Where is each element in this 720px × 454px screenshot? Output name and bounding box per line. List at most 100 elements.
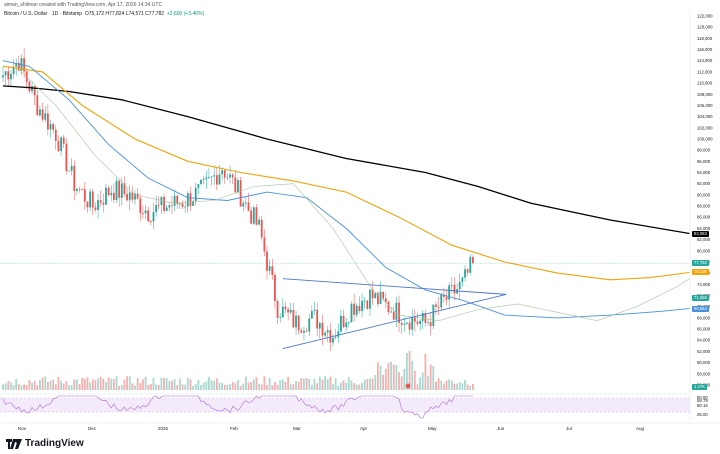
volume-bar [292,384,295,390]
volume-bar [403,368,406,390]
volume-bar [250,381,253,390]
candle [70,165,73,171]
candle [200,179,202,185]
price-axis-label: 66,000 [697,327,711,332]
volume-bar [46,381,49,390]
volume-bar [2,384,4,390]
price-axis-label: 122,000 [697,14,713,19]
volume-bar [448,379,451,390]
candle [10,73,12,80]
candle [134,193,136,200]
price-axis-label: 110,000 [697,81,713,86]
candle [94,207,97,210]
price-tag: 77,782 [692,260,709,267]
candle [247,202,250,211]
time-axis-label: May [428,426,437,431]
symbol-name[interactable]: Bitcoin / U.S. Dollar · 1D · Bitstamp [4,11,83,17]
candle [244,202,247,204]
time-axis-label: 2026 [158,426,169,431]
volume-bar [194,383,197,390]
volume-bar [81,378,84,390]
volume-bar [215,378,218,390]
candle [46,113,49,130]
volume-bar [57,376,60,390]
candle [390,311,392,313]
candle [239,180,242,207]
volume-bar [99,376,102,390]
volume-bar [189,379,192,390]
volume-bar [400,376,403,390]
candle [218,174,221,185]
volume-bar [173,379,176,390]
volume-bar [157,384,160,390]
candle [411,317,414,330]
price-axis-label: 74,000 [697,282,711,287]
volume-bar [347,377,350,390]
candle [118,180,121,198]
volume-bar [355,384,358,390]
candle [363,300,366,302]
price-axis-label: 108,000 [697,92,713,97]
price-tag: 69,663 [692,305,709,312]
tradingview-icon [6,437,22,449]
volume-bar [44,376,47,390]
price-axis-label: 112,000 [697,69,713,74]
volume-bar [4,383,7,390]
volume-bar [384,368,387,390]
price-axis-label: 106,000 [697,103,713,108]
candle [36,95,39,116]
time-axis-label: Feb [230,426,238,431]
volume-bar [102,378,105,390]
candle [406,322,408,324]
volume-bar [416,384,419,390]
volume-bar [361,383,363,390]
candle [453,284,456,294]
volume-bar [160,377,163,390]
volume-bar [284,381,287,390]
volume-bar [155,384,158,390]
triangle-pattern [282,278,507,350]
volume-bar [332,384,334,390]
volume-bar [218,382,221,390]
candle [358,305,361,312]
volume-bar [83,378,86,390]
candle [347,322,350,324]
candle [369,289,371,309]
candle [234,177,237,193]
candle [33,86,36,96]
volume-bar [461,383,464,390]
volume-bar [62,383,65,390]
volume-bar [244,376,247,390]
volume-bar [168,381,171,390]
price-axis-label: 98,000 [697,148,711,153]
candle [279,317,282,318]
candle [429,322,432,326]
volume-bar [118,385,121,390]
tradingview-logo[interactable]: TradingView [6,437,84,449]
volume-bar [305,378,308,390]
candle [242,202,245,207]
brand-name: TradingView [25,438,84,449]
candle [287,309,290,313]
volume-bar [258,383,260,390]
candle [419,320,422,324]
candle [192,201,194,206]
rsi-line [2,395,473,419]
rsi-axis-label: 58.79 [697,398,708,403]
candle [427,322,429,323]
candle [292,309,295,328]
candle [403,323,406,325]
candle [237,180,239,193]
candle [110,192,113,196]
candle [276,301,279,318]
candle [194,187,197,202]
candle [258,219,260,225]
volume-bar [33,380,36,390]
volume-bar [242,383,245,390]
price-axis-label: 120,000 [697,25,713,30]
candle [413,317,416,322]
candle [458,281,461,290]
volume-bar [110,378,113,390]
volume-bar [17,384,20,390]
